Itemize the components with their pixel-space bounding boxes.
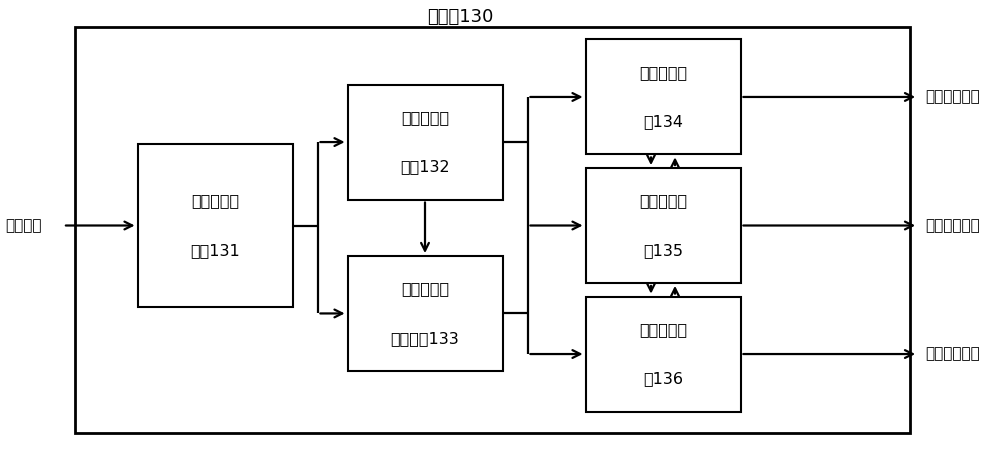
Text: 输出几何布图: 输出几何布图 [925,218,980,233]
Text: 块134: 块134 [643,114,683,129]
Bar [586,168,740,283]
Bar [138,144,292,307]
Text: 生成模块133: 生成模块133 [391,331,459,346]
Text: 处理器130: 处理器130 [427,8,493,26]
Bar [586,297,740,411]
Text: 输出几何布图: 输出几何布图 [925,346,980,362]
Text: 参数预处理: 参数预处理 [191,193,239,208]
Text: 模块131: 模块131 [190,243,240,258]
Text: 模块132: 模块132 [400,159,450,175]
Bar [348,84,503,199]
Bar [348,256,503,371]
Bar [75,27,910,433]
Text: 块136: 块136 [643,371,683,387]
Text: 尺寸约束图: 尺寸约束图 [401,281,449,296]
Bar [586,40,740,154]
Text: 优化处理模: 优化处理模 [639,322,687,337]
Text: 目标评估模: 目标评估模 [639,193,687,208]
Text: 布图生成模: 布图生成模 [639,64,687,80]
Text: 连接图生成: 连接图生成 [401,110,449,125]
Text: 输出几何布图: 输出几何布图 [925,89,980,105]
Text: 输入参数: 输入参数 [5,218,42,233]
Text: 块135: 块135 [643,243,683,258]
